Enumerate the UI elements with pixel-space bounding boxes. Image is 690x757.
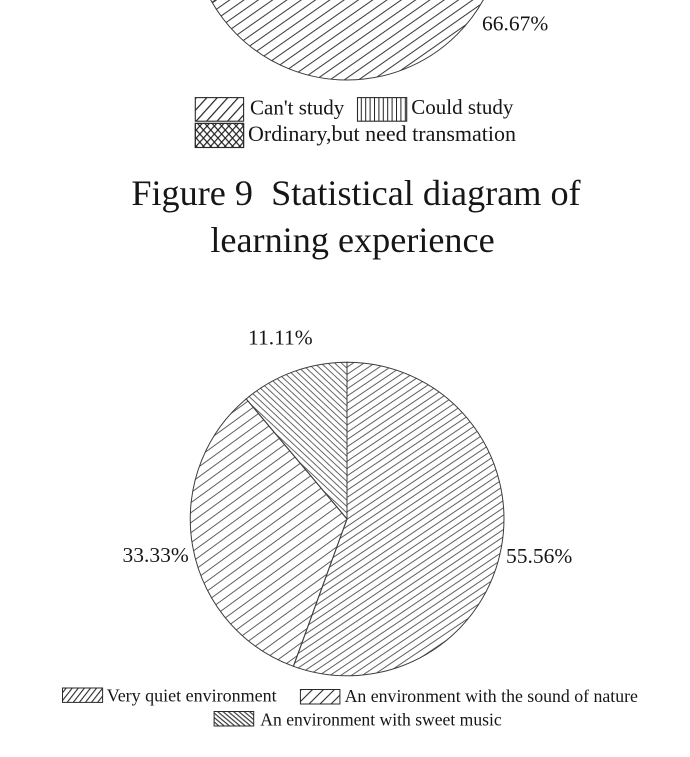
svg-text:33.33%: 33.33% bbox=[123, 543, 189, 567]
svg-text:Very quiet environment: Very quiet environment bbox=[107, 686, 277, 706]
svg-text:55.56%: 55.56% bbox=[506, 544, 572, 568]
svg-text:Figure 9 Statistical diagram: Figure 9 Statistical diagram of bbox=[131, 173, 581, 213]
svg-text:Could study: Could study bbox=[411, 95, 514, 119]
svg-text:11.11%: 11.11% bbox=[248, 325, 313, 349]
svg-text:Can't study: Can't study bbox=[250, 96, 345, 120]
svg-text:An environment with sweet musi: An environment with sweet music bbox=[260, 709, 502, 729]
svg-text:66.67%: 66.67% bbox=[482, 12, 548, 36]
svg-text:learning experience: learning experience bbox=[210, 220, 494, 260]
svg-text:An environment with the sound: An environment with the sound of nature bbox=[345, 686, 638, 706]
svg-text:Ordinary,but need transmation: Ordinary,but need transmation bbox=[248, 121, 516, 146]
